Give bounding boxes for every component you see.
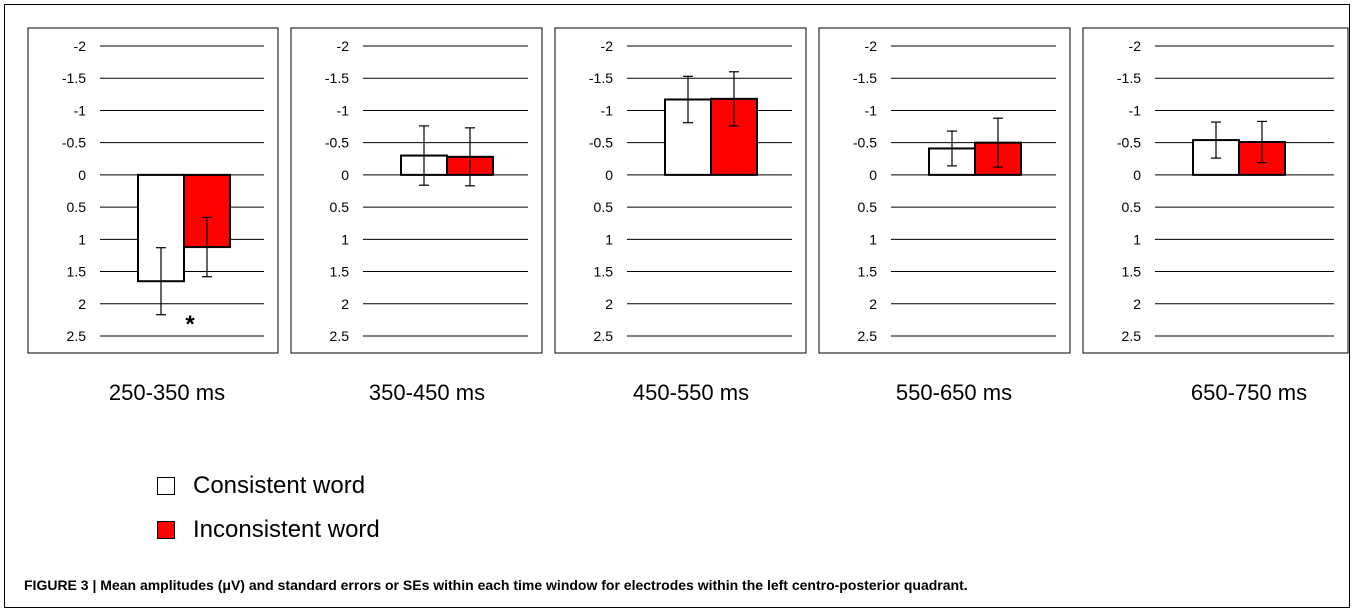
y-tick-label: -1.5 <box>325 70 349 86</box>
y-tick-label: 0 <box>341 167 349 183</box>
y-tick-label: -0.5 <box>325 135 349 151</box>
panel-title-1: 250-350 ms <box>108 380 226 405</box>
y-tick-label: 1.5 <box>67 264 87 280</box>
panel-frame-4 <box>818 27 1071 354</box>
y-tick-label: -2 <box>337 38 350 54</box>
legend-swatch-consistent <box>157 477 175 495</box>
y-tick-label: -1.5 <box>853 70 877 86</box>
y-tick-label: 2 <box>1133 296 1141 312</box>
panel-frame-5 <box>1082 27 1349 354</box>
y-tick-label: 0 <box>605 167 613 183</box>
panel-frame-3 <box>554 27 807 354</box>
panel-title-3: 450-550 ms <box>632 380 750 405</box>
y-tick-label: 2.5 <box>858 328 878 344</box>
y-tick-label: -0.5 <box>853 135 877 151</box>
figure-caption: FIGURE 3 | Mean amplitudes (μV) and stan… <box>24 577 968 593</box>
y-tick-label: -2 <box>1129 38 1142 54</box>
y-tick-label: 0 <box>1133 167 1141 183</box>
y-tick-label: -1.5 <box>62 70 86 86</box>
y-tick-label: -1 <box>601 102 614 118</box>
y-tick-label: 2 <box>869 296 877 312</box>
y-tick-label: 2.5 <box>330 328 350 344</box>
y-tick-label: 1.5 <box>330 264 350 280</box>
y-tick-label: 0.5 <box>594 199 614 215</box>
y-tick-label: 0 <box>78 167 86 183</box>
y-tick-label: 0.5 <box>67 199 87 215</box>
y-tick-label: 0.5 <box>330 199 350 215</box>
y-tick-label: -2 <box>865 38 878 54</box>
y-tick-label: 2.5 <box>594 328 614 344</box>
y-tick-label: -0.5 <box>589 135 613 151</box>
panel-frame-1 <box>27 27 279 354</box>
y-tick-label: 2.5 <box>67 328 87 344</box>
y-tick-label: -1 <box>74 102 87 118</box>
legend-swatch-inconsistent <box>157 521 175 539</box>
y-tick-label: 2 <box>78 296 86 312</box>
y-tick-label: 2.5 <box>1122 328 1142 344</box>
y-tick-label: 0 <box>869 167 877 183</box>
y-tick-label: 0.5 <box>1122 199 1142 215</box>
legend-label-inconsistent: Inconsistent word <box>193 516 380 543</box>
y-tick-label: -0.5 <box>1117 135 1141 151</box>
legend-item-inconsistent: Inconsistent word <box>157 516 380 544</box>
y-tick-label: -1 <box>337 102 350 118</box>
legend-label-consistent: Consistent word <box>193 472 366 499</box>
y-tick-label: -0.5 <box>62 135 86 151</box>
y-tick-label: 1 <box>1133 231 1141 247</box>
y-tick-label: 2 <box>341 296 349 312</box>
y-tick-label: -1.5 <box>1117 70 1141 86</box>
y-tick-label: -2 <box>601 38 614 54</box>
figure-frame <box>4 4 1350 608</box>
y-tick-label: -1 <box>1129 102 1142 118</box>
y-tick-label: -1 <box>865 102 878 118</box>
y-tick-label: 1 <box>341 231 349 247</box>
panel-frame-2 <box>290 27 543 354</box>
y-tick-label: 1 <box>605 231 613 247</box>
y-tick-label: 1.5 <box>1122 264 1142 280</box>
y-tick-label: 1 <box>869 231 877 247</box>
y-tick-label: 1.5 <box>594 264 614 280</box>
panel-title-2: 350-450 ms <box>368 380 486 405</box>
legend-item-consistent: Consistent word <box>157 472 365 500</box>
y-tick-label: 1 <box>78 231 86 247</box>
y-tick-label: 0.5 <box>858 199 878 215</box>
y-tick-label: 1.5 <box>858 264 878 280</box>
significance-marker: * <box>185 311 195 338</box>
panel-title-5: 650-750 ms <box>1190 380 1308 405</box>
y-tick-label: -2 <box>74 38 87 54</box>
panel-title-4: 550-650 ms <box>895 380 1013 405</box>
y-tick-label: -1.5 <box>589 70 613 86</box>
y-tick-label: 2 <box>605 296 613 312</box>
